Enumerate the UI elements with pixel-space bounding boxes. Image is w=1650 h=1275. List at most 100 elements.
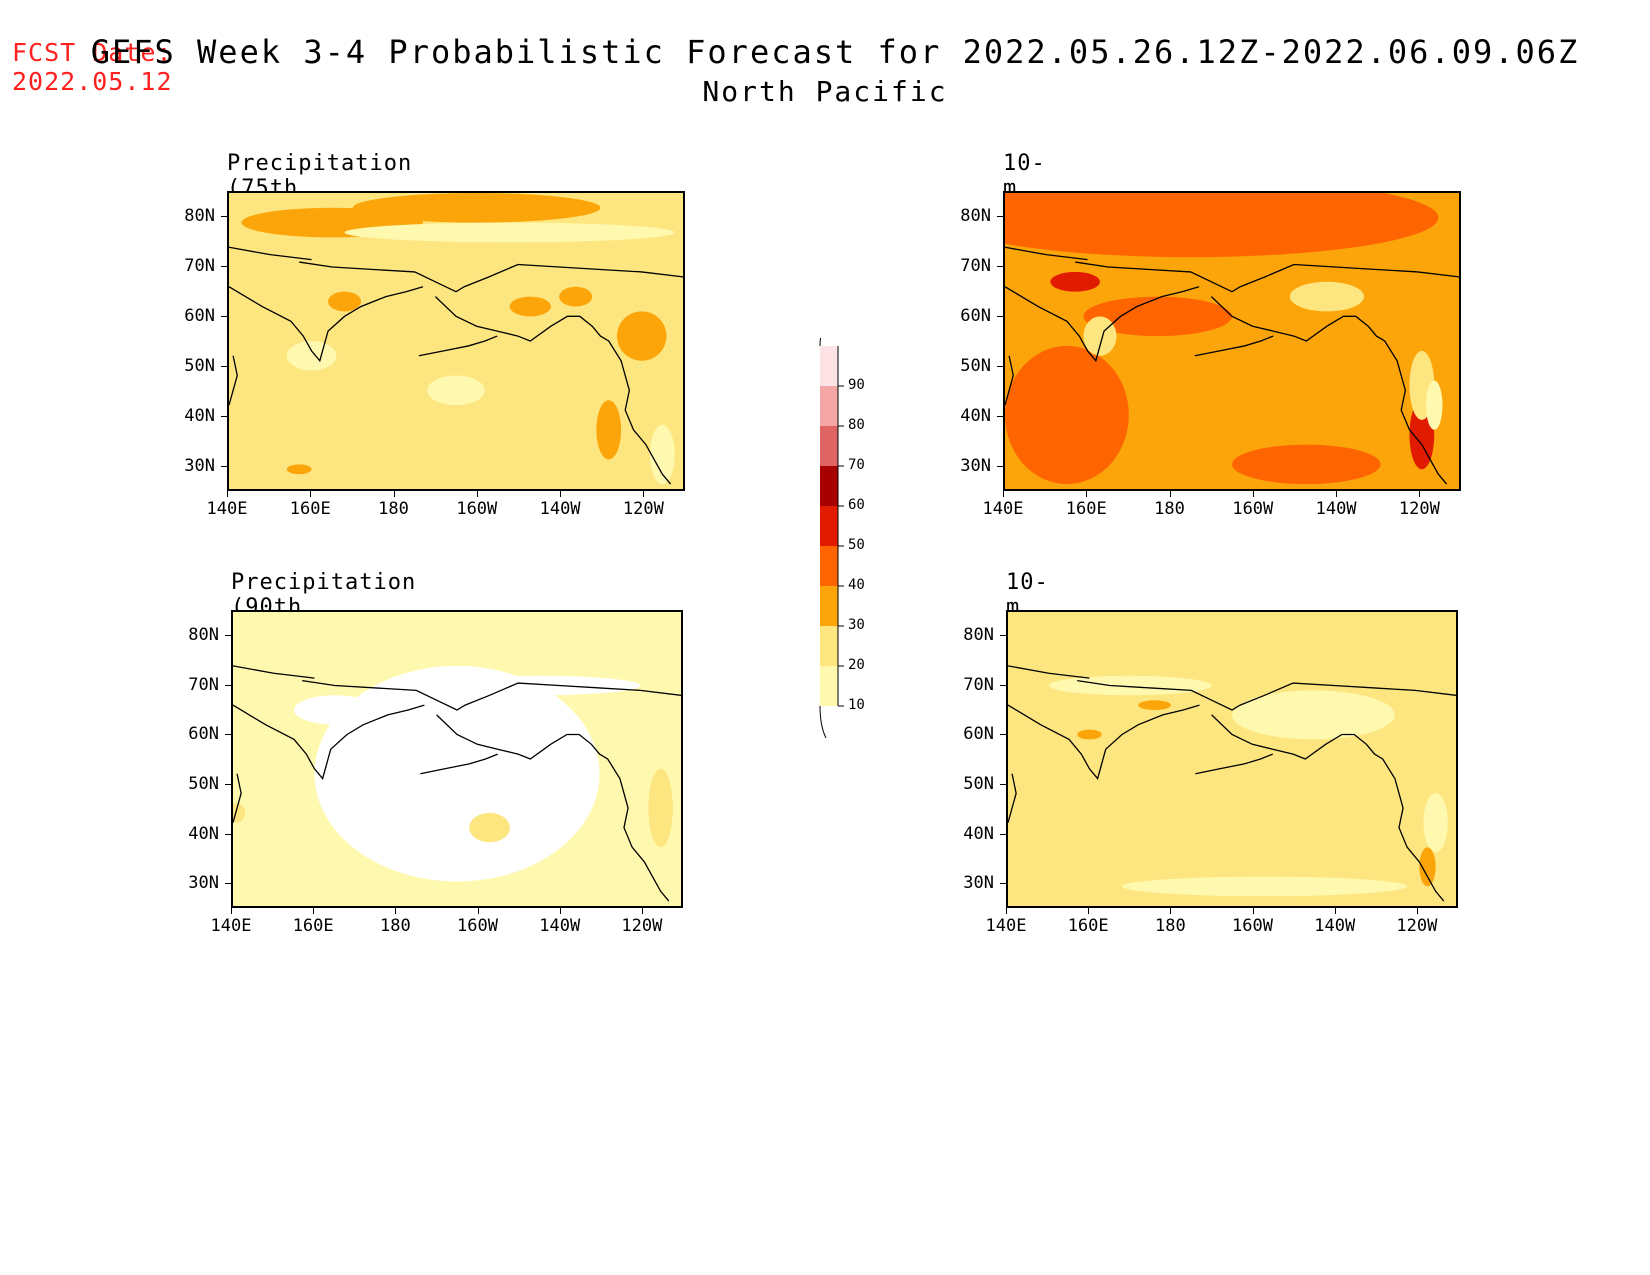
latitude-label: 80N [184,206,215,226]
longitude-label: 120W [1398,499,1440,519]
latitude-tick [1000,634,1006,636]
longitude-label: 160E [289,499,331,519]
longitude-tick [560,491,562,497]
colorbar-swatch [820,666,838,706]
colorbar-canvas [819,338,844,738]
latitude-label: 50N [188,773,219,794]
map-canvas [1005,193,1459,489]
colorbar: 10 20 30 40 50 60 70 80 90 [812,338,922,738]
coastline [1195,753,1273,775]
latitude-tick [225,783,231,785]
probability-region [286,464,312,475]
longitude-tick [1419,491,1421,497]
colorbar-label: 20 [848,657,865,673]
latitude-tick [221,416,227,417]
map-area [1006,610,1458,908]
coastline [233,773,242,823]
figure-title: GEFS Week 3-4 Probabilistic Forecast for… [0,32,1650,112]
longitude-label: 140E [982,499,1024,519]
probability-region [233,616,661,657]
colorbar-label: 50 [848,537,865,553]
longitude-label: 140E [210,916,252,936]
latitude-tick [1000,833,1006,835]
colorbar-label: 30 [848,617,865,633]
probability-region [469,812,510,843]
coastline [436,714,670,902]
longitude-label: 140W [1315,499,1357,519]
probability-region [1232,690,1395,740]
probability-region [1005,193,1439,258]
latitude-tick [225,833,231,835]
coastline [1210,296,1448,485]
longitude-tick [1006,908,1007,914]
colorbar-label: 60 [848,497,865,513]
coastline [1194,335,1274,357]
longitude-tick [1252,491,1254,497]
latitude-label: 60N [184,306,215,326]
coastline [233,704,425,780]
latitude-tick [225,684,231,686]
latitude-label: 30N [188,873,219,894]
forecast-date-block: FCST Date: 2022.05.12 [12,38,173,96]
latitude-tick [997,416,1003,417]
field-background [1008,612,1456,906]
latitude-tick [225,634,231,636]
colorbar-swatch [820,346,838,386]
longitude-tick [1086,491,1088,497]
latitude-label: 80N [188,624,219,645]
latitude-tick [225,734,231,736]
main-title: GEFS Week 3-4 Probabilistic Forecast for… [90,33,1580,71]
latitude-tick [221,466,227,467]
longitude-tick [393,491,395,497]
longitude-label: 120W [622,499,664,519]
longitude-label: 140W [539,916,581,936]
probability-region [1005,345,1129,485]
forecast-date-label: FCST Date: [12,38,173,67]
longitude-tick [477,908,479,914]
probability-region [1122,876,1408,897]
probability-region [1050,271,1100,292]
probability-region [1077,729,1102,740]
longitude-label: 140W [1314,916,1356,936]
probability-region [1289,281,1365,312]
longitude-label: 160W [456,499,498,519]
colorbar-label: 70 [848,457,865,473]
coastline [1008,773,1017,823]
longitude-label: 180 [1155,916,1186,936]
latitude-tick [997,216,1003,217]
latitude-tick [221,216,227,217]
map-canvas [229,193,683,489]
longitude-tick [1088,908,1090,914]
latitude-label: 30N [960,456,991,476]
latitude-tick [997,266,1003,267]
probability-region [648,768,673,848]
latitude-label: 30N [184,456,215,476]
map-area [1003,191,1461,491]
colorbar-swatch [820,466,838,506]
probability-region [1425,380,1443,430]
latitude-tick [221,316,227,317]
colorbar-swatch [820,626,838,666]
probability-region [328,291,362,312]
latitude-label: 70N [184,256,215,276]
longitude-label: 180 [380,916,411,936]
probability-region [352,193,601,223]
longitude-label: 120W [621,916,663,936]
latitude-tick [1000,783,1006,785]
latitude-label: 80N [963,624,994,645]
latitude-label: 40N [960,406,991,426]
probability-region [649,424,675,485]
longitude-tick [1170,908,1172,914]
longitude-tick [1252,908,1254,914]
latitude-tick [997,466,1003,467]
probability-region [1423,793,1448,853]
longitude-label: 160E [1065,499,1107,519]
longitude-tick [227,491,228,497]
latitude-label: 50N [184,356,215,376]
colorbar-label: 10 [848,697,865,713]
latitude-tick [1000,684,1006,686]
probability-region [233,803,246,823]
latitude-label: 70N [960,256,991,276]
longitude-tick [559,908,561,914]
coastline [229,286,424,363]
